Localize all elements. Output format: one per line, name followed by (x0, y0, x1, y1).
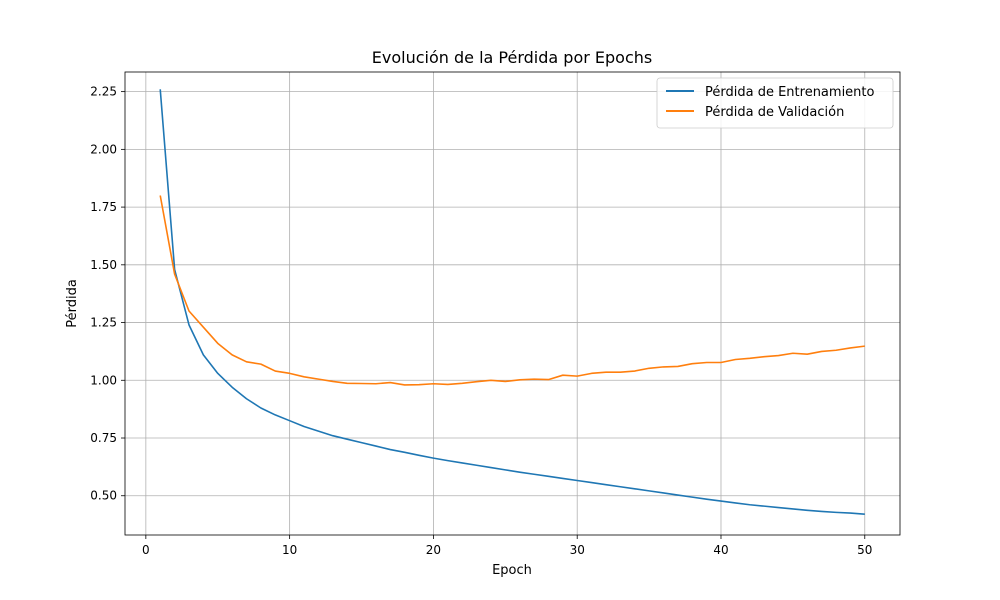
y-tick-label: 1.25 (90, 316, 117, 330)
chart-title: Evolución de la Pérdida por Epochs (372, 48, 652, 67)
legend: Pérdida de Entrenamiento Pérdida de Vali… (656, 77, 894, 129)
x-tick-label: 50 (857, 543, 872, 557)
x-tick-label: 20 (426, 543, 441, 557)
training-loss-line (159, 89, 865, 516)
legend-box (656, 77, 894, 129)
grid-lines (125, 72, 900, 535)
legend-label-validation: Pérdida de Validación (705, 105, 844, 120)
x-tick-label: 30 (570, 543, 585, 557)
validation-loss-line (159, 195, 865, 386)
y-tick-label: 0.75 (90, 431, 117, 445)
y-tick-label: 0.50 (90, 489, 117, 503)
x-tick-label: 0 (142, 543, 150, 557)
y-tick-label: 1.00 (90, 373, 117, 387)
y-tick-label: 1.75 (90, 200, 117, 214)
y-tick-label: 2.00 (90, 142, 117, 156)
series-lines (159, 89, 865, 516)
legend-label-training: Pérdida de Entrenamiento (705, 85, 875, 100)
axis-ticks: 0 10 20 30 40 50 0.50 0.75 1.00 1.25 1.50 1.75 2.00 2… (90, 85, 872, 557)
plot-frame (124, 71, 901, 536)
x-tick-label: 40 (713, 543, 728, 557)
y-tick-label: 1.50 (90, 258, 117, 272)
x-axis-label: Epoch (492, 563, 532, 578)
y-tick-label: 2.25 (90, 85, 117, 99)
x-tick-label: 10 (282, 543, 297, 557)
y-axis-label: Pérdida (65, 279, 80, 328)
